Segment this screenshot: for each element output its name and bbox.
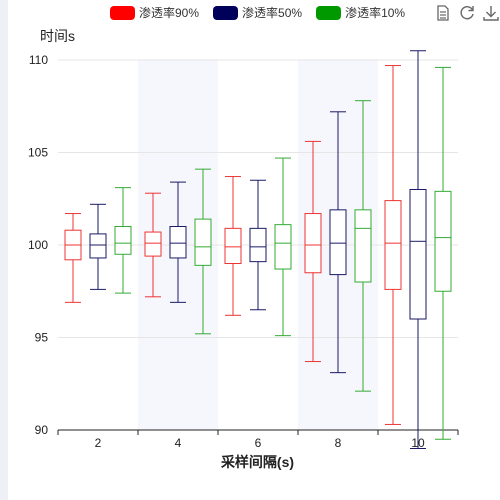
legend-label-10: 渗透率10% bbox=[345, 6, 406, 20]
legend-swatch-90 bbox=[110, 5, 135, 20]
box-body bbox=[249, 227, 267, 263]
box-1-10 bbox=[409, 50, 427, 449]
legend-item-90[interactable]: 渗透率90% bbox=[110, 4, 199, 21]
y-tick-label-95: 95 bbox=[35, 331, 49, 345]
y-tick-label-110: 110 bbox=[29, 53, 48, 67]
left-edge-strip bbox=[0, 0, 8, 500]
box-body bbox=[384, 200, 402, 290]
box-0-2 bbox=[64, 213, 82, 303]
box-body bbox=[354, 209, 372, 283]
refresh-icon[interactable] bbox=[458, 4, 476, 22]
box-body bbox=[89, 233, 107, 259]
legend-item-10[interactable]: 渗透率10% bbox=[316, 4, 405, 21]
x-tick-label-4: 4 bbox=[175, 436, 182, 450]
box-body bbox=[169, 226, 187, 259]
x-tick-label-6: 6 bbox=[255, 436, 262, 450]
legend-label-90: 渗透率90% bbox=[139, 6, 200, 20]
box-0-8 bbox=[304, 140, 322, 363]
y-tick-label-105: 105 bbox=[28, 146, 48, 160]
box-0-6 bbox=[224, 176, 242, 316]
box-body bbox=[304, 213, 322, 274]
box-body bbox=[144, 231, 162, 257]
box-2-10 bbox=[434, 66, 452, 440]
x-tick-label-2: 2 bbox=[95, 436, 102, 450]
legend-item-50[interactable]: 渗透率50% bbox=[213, 4, 302, 21]
data-view-icon[interactable] bbox=[434, 4, 452, 22]
box-1-8 bbox=[329, 111, 347, 374]
box-2-2 bbox=[114, 187, 132, 294]
y-tick-label-90: 90 bbox=[35, 423, 49, 437]
download-icon[interactable] bbox=[482, 4, 500, 22]
box-body bbox=[409, 189, 427, 320]
box-body bbox=[329, 209, 347, 276]
x-tick-label-8: 8 bbox=[335, 436, 342, 450]
box-body bbox=[224, 227, 242, 265]
box-body bbox=[194, 218, 212, 266]
legend-swatch-50 bbox=[213, 5, 239, 20]
x-axis-title: 采样间隔(s) bbox=[220, 454, 295, 470]
box-2-4 bbox=[194, 168, 212, 335]
box-0-10 bbox=[384, 65, 402, 425]
box-0-4 bbox=[144, 192, 162, 298]
box-body bbox=[274, 224, 292, 270]
box-2-6 bbox=[274, 157, 292, 337]
box-1-4 bbox=[169, 181, 187, 303]
box-body bbox=[434, 190, 452, 292]
box-2-8 bbox=[354, 100, 372, 392]
legend-swatch-10 bbox=[316, 5, 342, 20]
box-1-6 bbox=[249, 179, 267, 311]
legend: 渗透率90% 渗透率50% 渗透率10% bbox=[110, 4, 405, 21]
box-body bbox=[114, 226, 132, 255]
box-1-2 bbox=[89, 203, 107, 290]
toolbox bbox=[434, 4, 500, 22]
y-tick-label-100: 100 bbox=[28, 238, 48, 252]
y-axis-title: 时间s bbox=[40, 28, 75, 44]
legend-label-50: 渗透率50% bbox=[242, 6, 303, 20]
